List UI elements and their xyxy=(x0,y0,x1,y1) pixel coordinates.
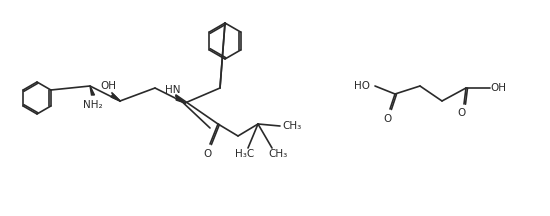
Text: H₃C: H₃C xyxy=(235,149,255,159)
Polygon shape xyxy=(90,86,95,95)
Text: CH₃: CH₃ xyxy=(282,121,301,131)
Polygon shape xyxy=(176,97,185,103)
Text: HN: HN xyxy=(165,85,181,95)
Text: CH₃: CH₃ xyxy=(268,149,288,159)
Text: OH: OH xyxy=(100,81,116,91)
Polygon shape xyxy=(111,94,120,101)
Text: O: O xyxy=(457,108,465,118)
Text: OH: OH xyxy=(490,83,506,93)
Text: O: O xyxy=(204,149,212,159)
Text: O: O xyxy=(383,114,391,124)
Text: HO: HO xyxy=(354,81,370,91)
Text: NH₂: NH₂ xyxy=(83,100,103,110)
